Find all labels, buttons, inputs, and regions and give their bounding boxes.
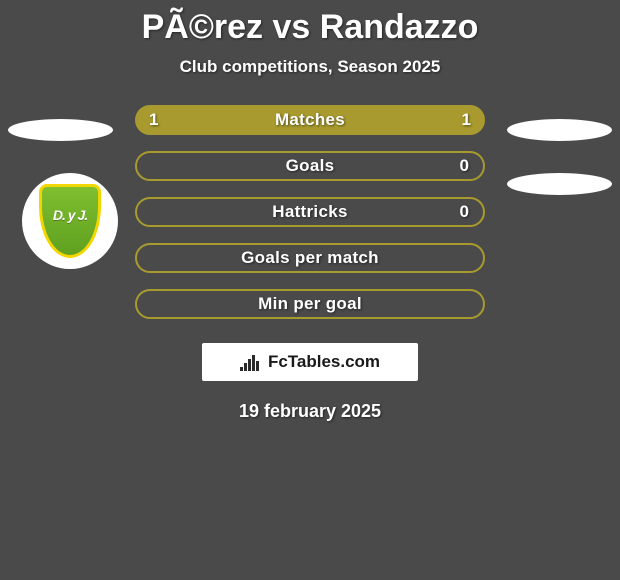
player-right-ellipse-1 (507, 119, 612, 141)
stat-row: Min per goal (135, 289, 485, 319)
stat-label: Min per goal (258, 294, 362, 314)
brand-text: FcTables.com (268, 352, 380, 372)
stat-row: Matches 1 1 (135, 105, 485, 135)
team-badge-left: D. y J. (22, 173, 118, 269)
stat-rows: Matches 1 1 Goals 0 Hattricks 0 Goals per match… (135, 105, 485, 319)
stat-row: Goals 0 (135, 151, 485, 181)
stat-label: Goals (286, 156, 335, 176)
brand-box: FcTables.com (202, 343, 418, 381)
stat-label: Goals per match (241, 248, 379, 268)
stat-value-right: 0 (460, 156, 469, 176)
stat-label: Hattricks (272, 202, 347, 222)
bar-chart-icon (240, 353, 262, 371)
player-left-ellipse (8, 119, 113, 141)
shield-icon: D. y J. (39, 184, 101, 258)
stat-value-right: 1 (462, 110, 471, 130)
stat-label: Matches (275, 110, 345, 130)
stat-row: Hattricks 0 (135, 197, 485, 227)
stat-value-left: 1 (149, 110, 158, 130)
page-title: PÃ©rez vs Randazzo (0, 0, 620, 47)
shield-text: D. y J. (53, 207, 87, 223)
page-subtitle: Club competitions, Season 2025 (0, 57, 620, 77)
footer-date: 19 february 2025 (0, 401, 620, 422)
stat-row: Goals per match (135, 243, 485, 273)
player-right-ellipse-2 (507, 173, 612, 195)
stat-value-right: 0 (460, 202, 469, 222)
comparison-area: D. y J. Matches 1 1 Goals 0 Hattricks 0 Goals p… (0, 105, 620, 319)
